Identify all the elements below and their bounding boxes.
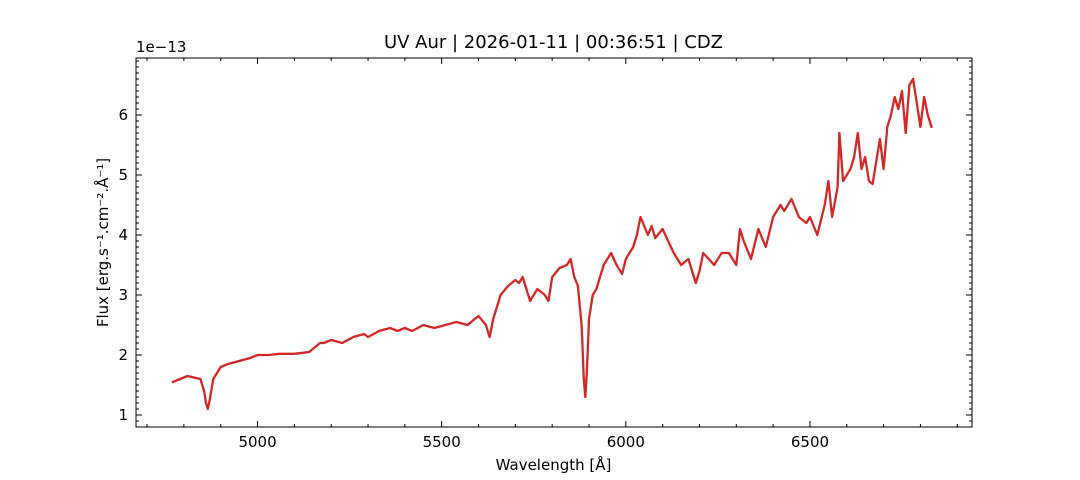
y-tick-label: 5 bbox=[118, 166, 128, 184]
y-tick-label: 6 bbox=[118, 106, 128, 124]
x-tick-label: 6500 bbox=[791, 433, 829, 451]
y-tick-label: 2 bbox=[118, 346, 128, 364]
x-tick-label: 6000 bbox=[607, 433, 645, 451]
y-offset-text: 1e−13 bbox=[136, 38, 186, 56]
x-tick-label: 5000 bbox=[238, 433, 276, 451]
y-axis: 1 2 3 4 5 6 bbox=[118, 60, 972, 424]
plot-frame bbox=[135, 57, 973, 428]
y-tick-label: 1 bbox=[118, 406, 128, 424]
x-axis-label: Wavelength [Å] bbox=[496, 455, 612, 474]
y-tick-label: 4 bbox=[118, 226, 128, 244]
x-tick-label: 5500 bbox=[423, 433, 461, 451]
y-tick-label: 3 bbox=[118, 286, 128, 304]
plot-area bbox=[171, 77, 933, 411]
chart-title: UV Aur | 2026-01-11 | 00:36:51 | CDZ bbox=[384, 32, 723, 53]
y-axis-label: Flux [erg.s⁻¹.cm⁻².Å⁻¹] bbox=[93, 158, 112, 327]
series-line-spectrum bbox=[171, 77, 933, 411]
x-axis: 5000 5500 6000 6500 bbox=[146, 58, 958, 451]
